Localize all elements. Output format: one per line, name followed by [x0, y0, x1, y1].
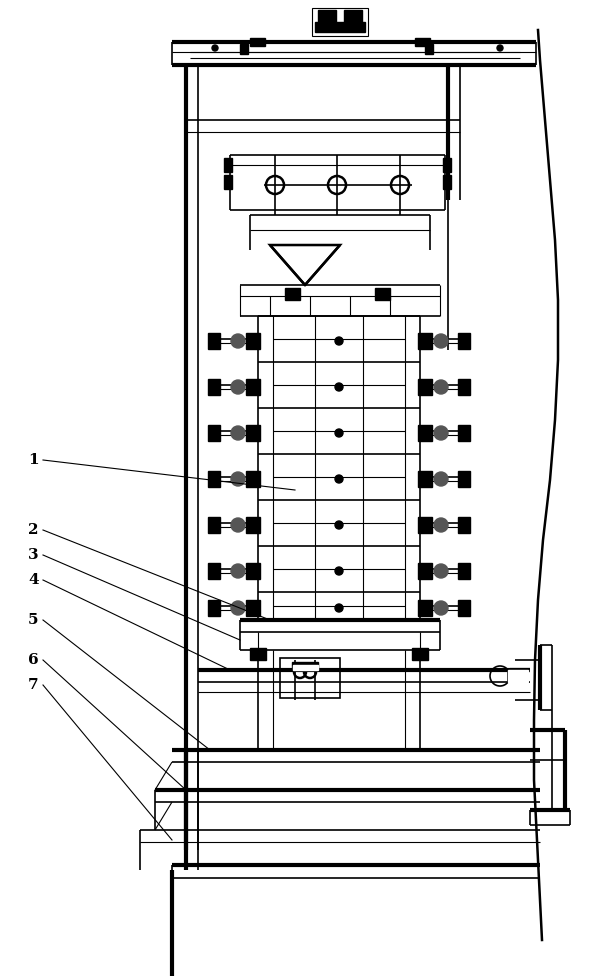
Bar [344, 10, 362, 26]
Bar [412, 648, 428, 660]
Text: 1: 1 [28, 453, 39, 467]
Circle shape [434, 601, 448, 615]
Bar [208, 517, 220, 533]
Circle shape [434, 426, 448, 440]
Bar [458, 600, 470, 616]
Bar [425, 44, 433, 54]
Bar [418, 600, 432, 616]
Circle shape [253, 650, 263, 660]
Bar [208, 379, 220, 395]
Bar [293, 665, 318, 670]
Bar [508, 670, 528, 682]
Bar [418, 333, 432, 349]
Bar [224, 158, 232, 172]
Bar [285, 288, 300, 300]
Circle shape [434, 564, 448, 578]
Bar [246, 563, 260, 579]
Circle shape [231, 564, 245, 578]
Circle shape [231, 601, 245, 615]
Circle shape [335, 521, 343, 529]
Circle shape [231, 380, 245, 394]
Circle shape [335, 604, 343, 612]
Text: 5: 5 [28, 613, 39, 627]
Circle shape [335, 429, 343, 437]
Circle shape [415, 650, 425, 660]
Bar [208, 471, 220, 487]
Bar [458, 471, 470, 487]
Text: 6: 6 [28, 653, 39, 667]
Bar [246, 517, 260, 533]
Bar [418, 425, 432, 441]
Bar [292, 662, 318, 670]
Circle shape [434, 472, 448, 486]
Bar [375, 288, 390, 300]
Circle shape [335, 337, 343, 345]
Bar [418, 471, 432, 487]
Bar [315, 22, 365, 32]
Circle shape [212, 45, 218, 51]
Bar [208, 600, 220, 616]
Bar [458, 379, 470, 395]
Circle shape [231, 426, 245, 440]
Bar [318, 10, 336, 26]
Bar [418, 563, 432, 579]
Circle shape [231, 334, 245, 348]
Bar [415, 38, 430, 46]
Circle shape [349, 11, 359, 21]
Circle shape [434, 518, 448, 532]
Bar [208, 425, 220, 441]
Circle shape [231, 518, 245, 532]
Bar [458, 425, 470, 441]
Text: 4: 4 [28, 573, 39, 587]
Bar [250, 648, 266, 660]
Circle shape [335, 567, 343, 575]
Bar [246, 425, 260, 441]
Bar [458, 563, 470, 579]
Bar [246, 600, 260, 616]
Bar [246, 333, 260, 349]
Bar [246, 471, 260, 487]
Bar [208, 563, 220, 579]
Bar [458, 517, 470, 533]
Circle shape [497, 45, 503, 51]
Bar [208, 333, 220, 349]
Circle shape [335, 475, 343, 483]
Bar [250, 38, 265, 46]
Bar [418, 517, 432, 533]
Text: 2: 2 [28, 523, 39, 537]
Text: 3: 3 [28, 548, 39, 562]
Bar [418, 379, 432, 395]
Bar [240, 44, 248, 54]
Bar [293, 665, 318, 670]
Bar [443, 158, 451, 172]
Bar [246, 379, 260, 395]
Circle shape [231, 472, 245, 486]
Bar [312, 8, 368, 36]
Text: 7: 7 [28, 678, 39, 692]
Circle shape [434, 380, 448, 394]
Polygon shape [270, 245, 340, 285]
Bar [280, 658, 340, 698]
Bar [508, 670, 528, 682]
Bar [443, 175, 451, 189]
Circle shape [434, 334, 448, 348]
Bar [458, 333, 470, 349]
Circle shape [335, 383, 343, 391]
Bar [224, 175, 232, 189]
Circle shape [321, 11, 331, 21]
